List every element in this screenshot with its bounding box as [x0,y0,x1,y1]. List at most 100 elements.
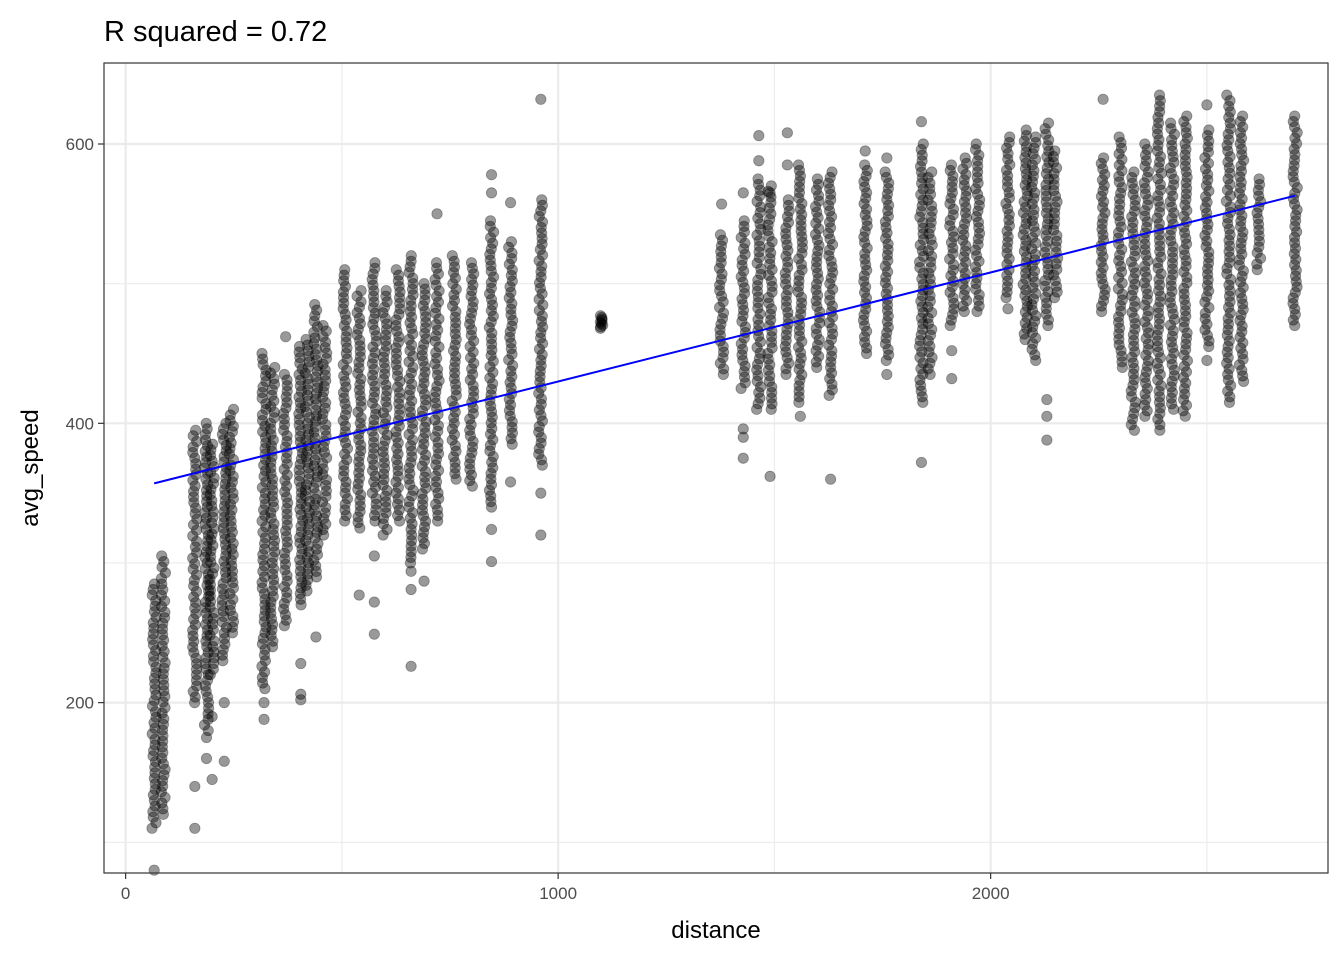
data-point [353,301,366,313]
data-point [295,481,307,493]
data-point [200,473,212,485]
data-point [1020,273,1032,285]
data-point [294,352,306,364]
data-point [717,340,729,353]
data-point [468,268,480,280]
data-point [755,263,767,275]
data-point [506,320,518,332]
data-point [484,428,497,440]
data-point [1113,193,1126,205]
data-point [366,358,378,370]
data-point [945,236,958,249]
data-point [796,231,808,243]
data-point [1202,257,1215,269]
data-point [1116,243,1128,256]
data-point [208,522,220,535]
data-point [1223,396,1236,408]
data-point [310,404,322,416]
data-point [810,217,822,229]
data-point [1223,134,1235,146]
data-point [450,283,462,295]
data-point [1001,175,1014,187]
data-point-outlier [781,127,793,139]
data-point [256,386,268,399]
data-point [1166,212,1178,225]
data-point [390,347,402,360]
data-point [268,579,280,591]
data-point [407,328,419,340]
data-point [149,761,161,773]
data-point [309,499,321,511]
data-point [156,724,169,736]
data-point [533,210,545,223]
data-point [407,507,419,519]
data-point [310,393,322,405]
data-point [155,600,168,613]
data-point [319,507,331,519]
data-point [337,286,350,298]
data-point [506,427,519,439]
data-point [1222,368,1234,381]
data-point [535,398,547,410]
data-point [147,811,159,823]
data-point [826,345,838,357]
data-point [416,349,428,362]
data-point [430,302,442,314]
data-point [1001,225,1013,237]
data-point [1018,245,1030,257]
data-point [157,758,169,770]
data-point [1223,290,1236,302]
data-point [380,390,392,402]
data-point [751,195,763,207]
data-point [782,244,794,257]
data-point [355,296,367,308]
data-point [812,245,824,257]
data-point [1028,142,1040,154]
data-point-outlier [881,152,893,164]
data-point [811,361,823,374]
data-point [431,369,444,381]
data-point [1040,224,1053,236]
data-point [536,349,548,361]
data-point [1178,321,1190,333]
data-point [1224,167,1236,179]
data-point [447,345,460,357]
data-point [312,376,324,389]
data-point [301,389,313,401]
data-point [353,461,366,473]
data-point [917,222,929,234]
data-point [1222,312,1234,325]
data-point [825,333,838,346]
data-point [189,558,201,570]
data-point [1029,248,1041,260]
data-point [403,333,415,346]
data-point [1020,129,1032,142]
data-point [338,465,350,477]
data-point [824,183,836,195]
data-point [1048,218,1060,230]
data-point [429,307,442,319]
data-point [467,346,479,358]
data-point-outlier [189,822,201,834]
data-point [220,445,232,457]
data-point [309,310,321,322]
data-point [368,363,380,376]
data-point [157,735,169,747]
data-point [208,652,220,664]
data-point [969,244,982,256]
data-point [505,269,517,282]
data-point [535,437,547,449]
data-point [1140,349,1152,361]
data-point [296,548,308,560]
data-point [281,536,293,548]
data-point [1154,419,1166,431]
data-point [795,225,807,237]
data-point [1167,190,1179,202]
data-point [796,336,808,348]
data-point [148,794,160,807]
data-point [1048,179,1060,191]
data-point-outlier [1041,393,1053,406]
data-point [226,571,238,583]
data-point [407,484,419,496]
data-point [1042,269,1055,281]
